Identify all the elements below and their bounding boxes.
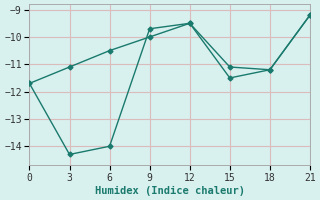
- X-axis label: Humidex (Indice chaleur): Humidex (Indice chaleur): [95, 186, 245, 196]
